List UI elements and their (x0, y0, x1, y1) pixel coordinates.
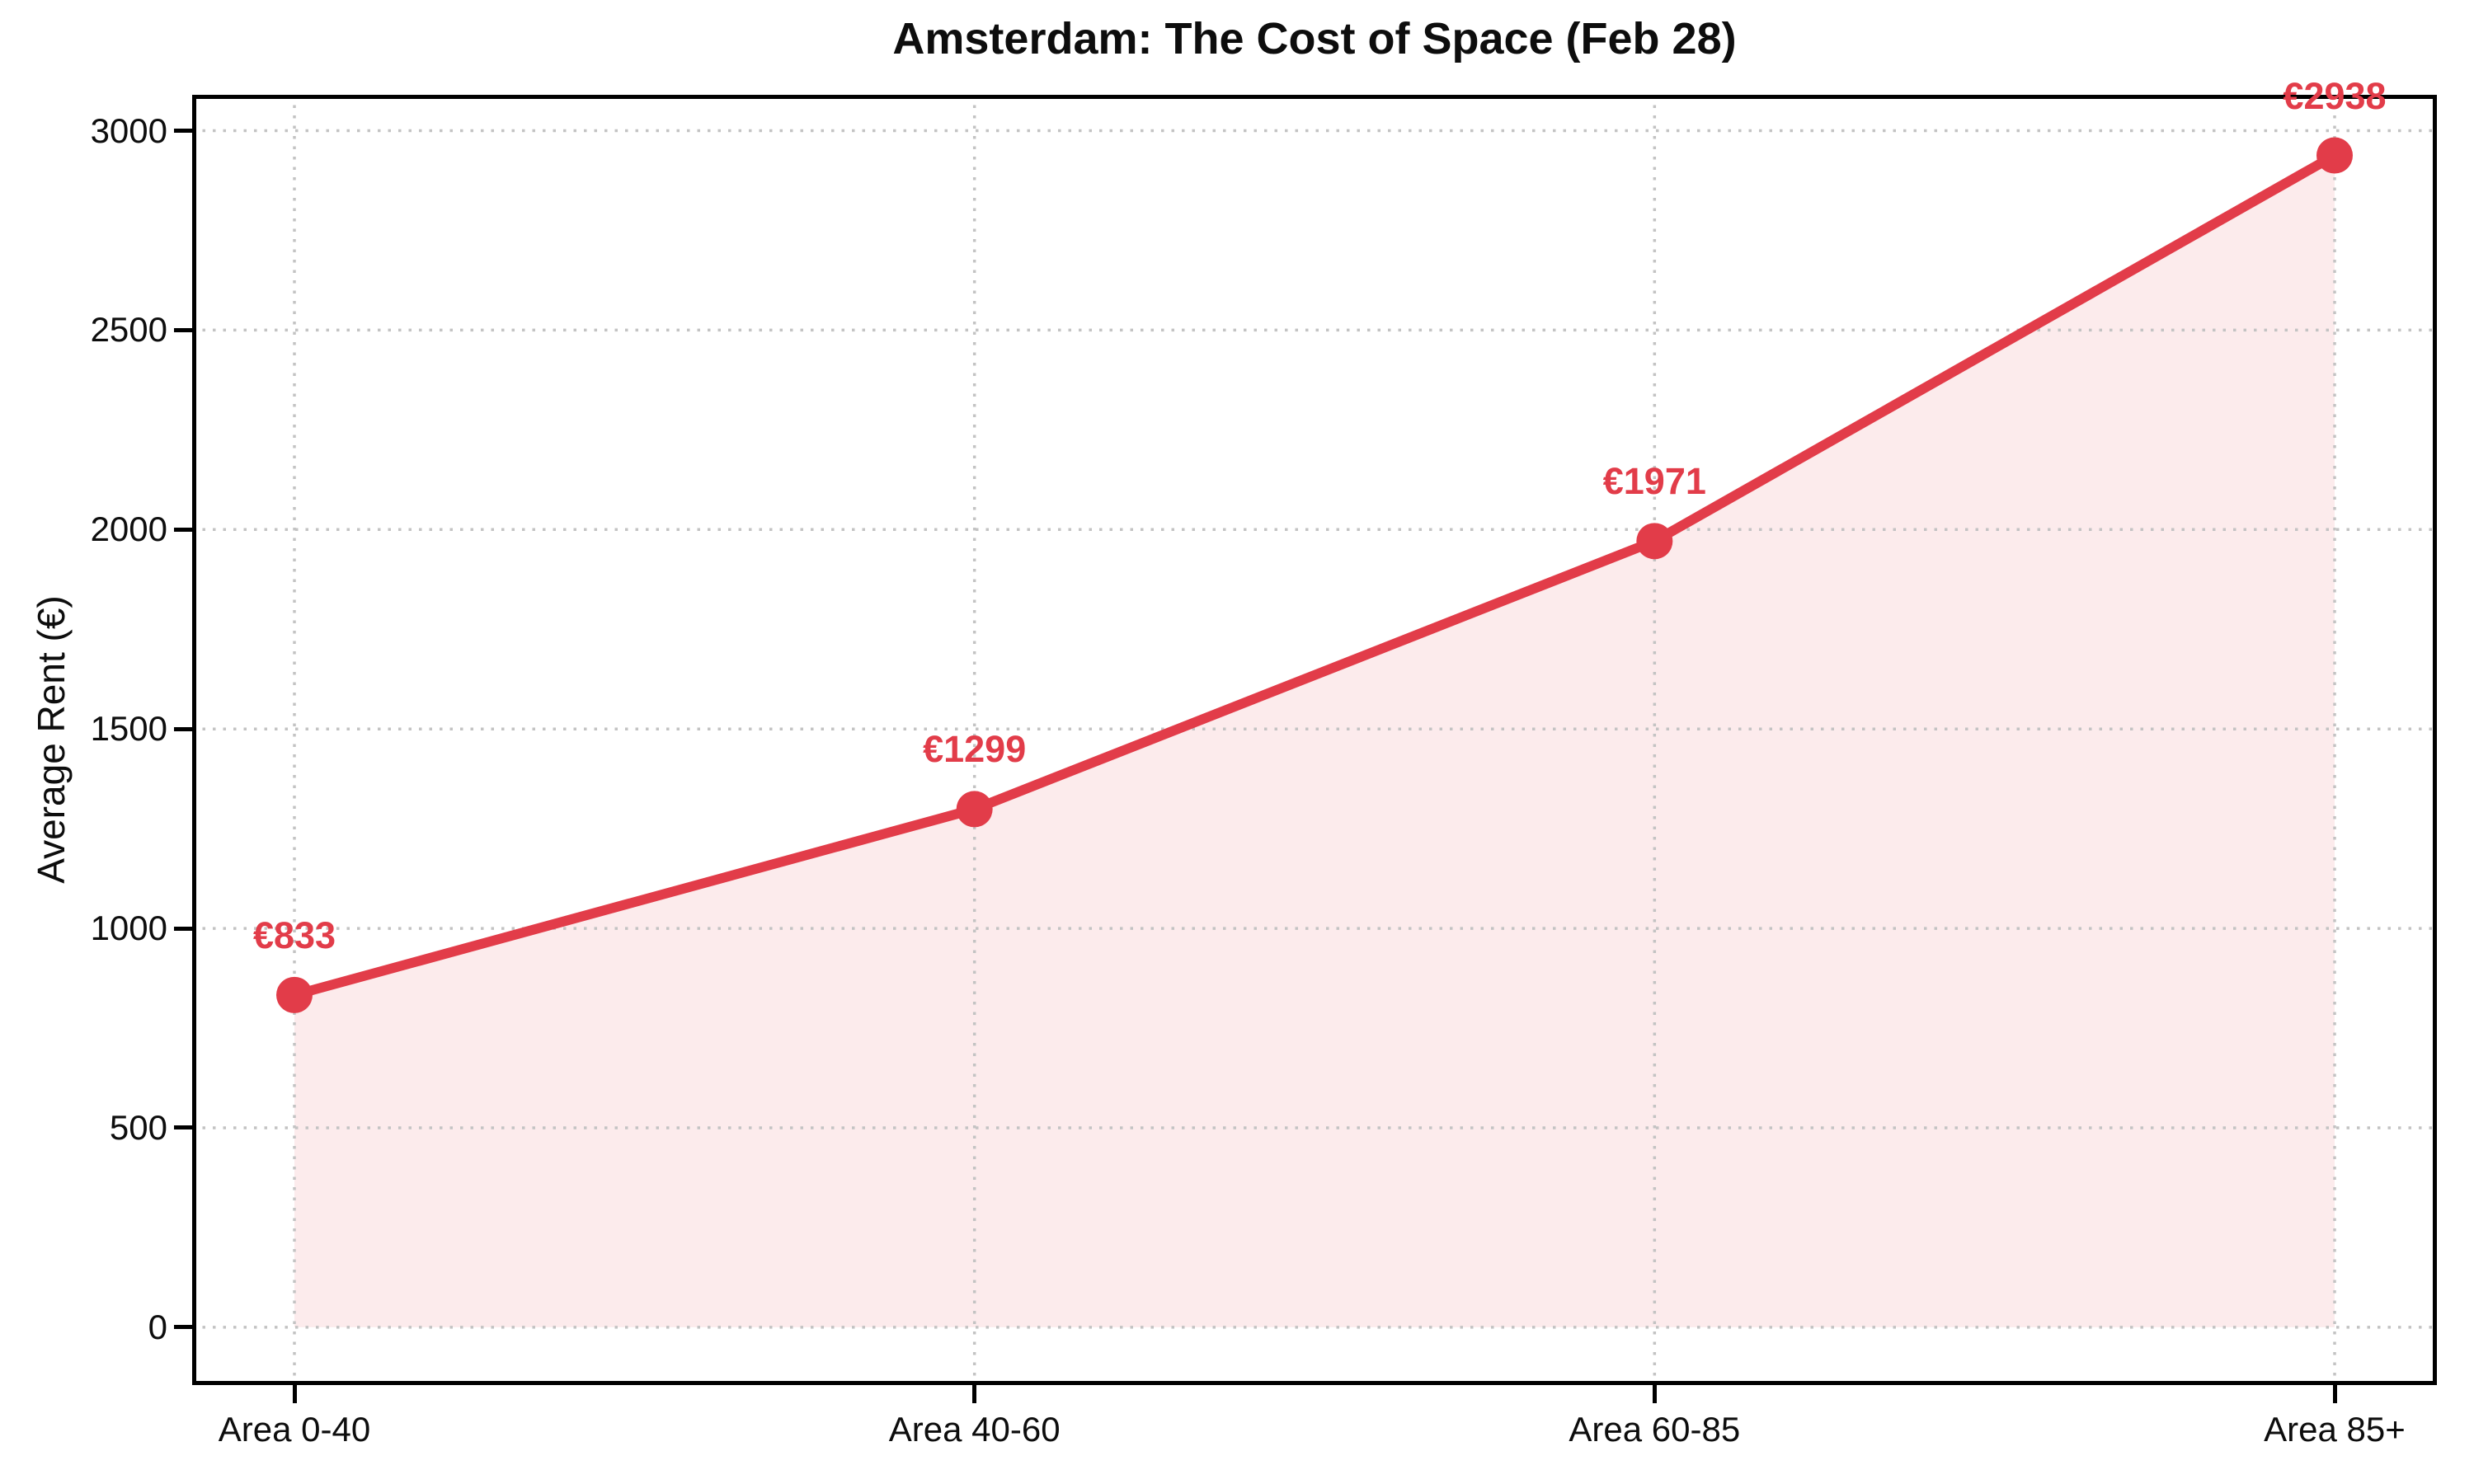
y-tick-label: 1500 (90, 709, 167, 749)
x-tick-label: Area 60-85 (1569, 1410, 1741, 1449)
x-tick-mark (292, 1385, 297, 1403)
y-tick-mark (174, 726, 192, 731)
x-tick-mark (972, 1385, 977, 1403)
x-tick-label: Area 0-40 (218, 1410, 371, 1449)
x-tick-label: Area 85+ (2264, 1410, 2406, 1449)
y-tick-label: 1000 (90, 909, 167, 948)
y-tick-label: 2000 (90, 510, 167, 549)
chart-title: Amsterdam: The Cost of Space (Feb 28) (892, 14, 1737, 63)
y-tick-label: 2500 (90, 310, 167, 350)
y-tick-mark (174, 1325, 192, 1330)
x-tick-mark (1652, 1385, 1657, 1403)
y-tick-mark (174, 926, 192, 931)
y-tick-label: 3000 (90, 110, 167, 150)
data-point (2316, 137, 2353, 174)
y-axis-label: Average Rent (€) (30, 595, 73, 884)
y-tick-mark (174, 327, 192, 332)
y-tick-mark (174, 1125, 192, 1130)
y-tick-label: 500 (109, 1107, 167, 1147)
y-tick-label: 0 (148, 1307, 167, 1346)
x-tick-mark (2332, 1385, 2337, 1403)
data-point (276, 976, 313, 1013)
series-line (289, 150, 2340, 1000)
y-tick-mark (174, 129, 192, 134)
data-point (1636, 523, 1673, 560)
plot-border (192, 95, 2437, 1385)
x-tick-label: Area 40-60 (888, 1410, 1061, 1449)
y-tick-mark (174, 527, 192, 532)
plot-area (192, 95, 2437, 1385)
data-point (956, 791, 993, 828)
